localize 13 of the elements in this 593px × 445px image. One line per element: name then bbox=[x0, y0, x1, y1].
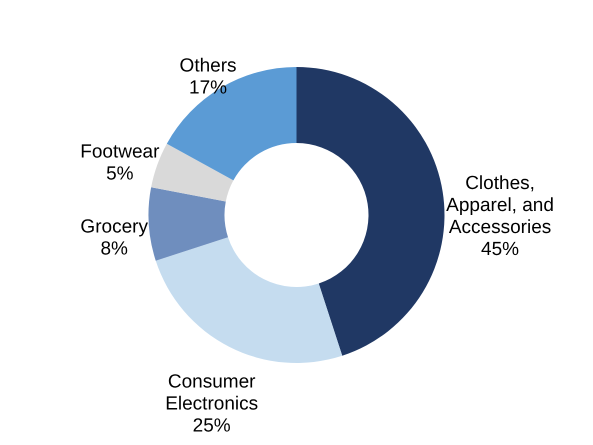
data-label: 17% bbox=[189, 77, 228, 98]
donut-slice bbox=[148, 187, 228, 261]
donut-slice bbox=[156, 237, 342, 363]
data-label: 45% bbox=[481, 238, 520, 260]
data-label: 5% bbox=[106, 163, 134, 184]
data-label: 8% bbox=[100, 238, 128, 260]
slice-label: Grocery bbox=[80, 216, 148, 238]
data-label: 25% bbox=[192, 415, 231, 436]
slice-label: Others bbox=[180, 55, 237, 76]
slice-label: Footwear bbox=[80, 141, 160, 162]
donut-slice bbox=[296, 67, 444, 356]
slice-label: Clothes, Apparel, and Accessories bbox=[446, 172, 554, 238]
slice-label: Consumer Electronics bbox=[165, 371, 258, 414]
